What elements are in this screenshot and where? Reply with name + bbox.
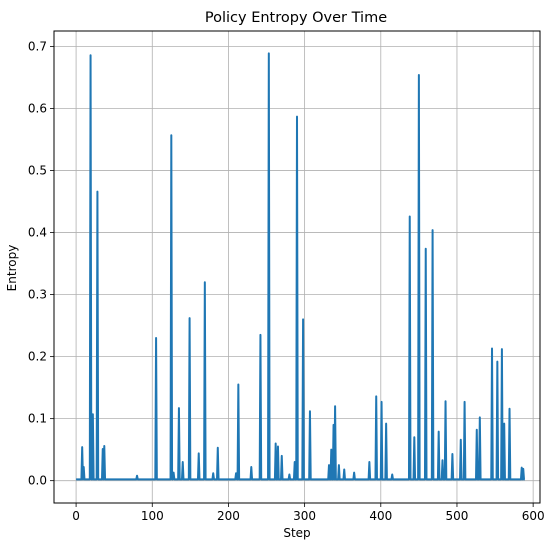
x-tick-label: 200 bbox=[217, 509, 240, 523]
y-tick-label: 0.3 bbox=[28, 288, 47, 302]
x-tick-label: 300 bbox=[293, 509, 316, 523]
x-tick-label: 400 bbox=[369, 509, 392, 523]
y-axis-label: Entropy bbox=[5, 245, 19, 292]
x-tick-label: 500 bbox=[446, 509, 469, 523]
x-tick-label: 0 bbox=[72, 509, 80, 523]
y-tick-label: 0.4 bbox=[28, 226, 47, 240]
y-tick-label: 0.6 bbox=[28, 102, 47, 116]
chart-title: Policy Entropy Over Time bbox=[205, 10, 387, 26]
x-tick-label: 100 bbox=[141, 509, 164, 523]
x-axis-label: Step bbox=[283, 526, 310, 540]
y-tick-label: 0.1 bbox=[28, 412, 47, 426]
y-tick-label: 0.0 bbox=[28, 474, 47, 488]
y-tick-label: 0.2 bbox=[28, 350, 47, 364]
y-tick-label: 0.7 bbox=[28, 40, 47, 54]
y-tick-label: 0.5 bbox=[28, 164, 47, 178]
x-tick-label: 600 bbox=[522, 509, 545, 523]
